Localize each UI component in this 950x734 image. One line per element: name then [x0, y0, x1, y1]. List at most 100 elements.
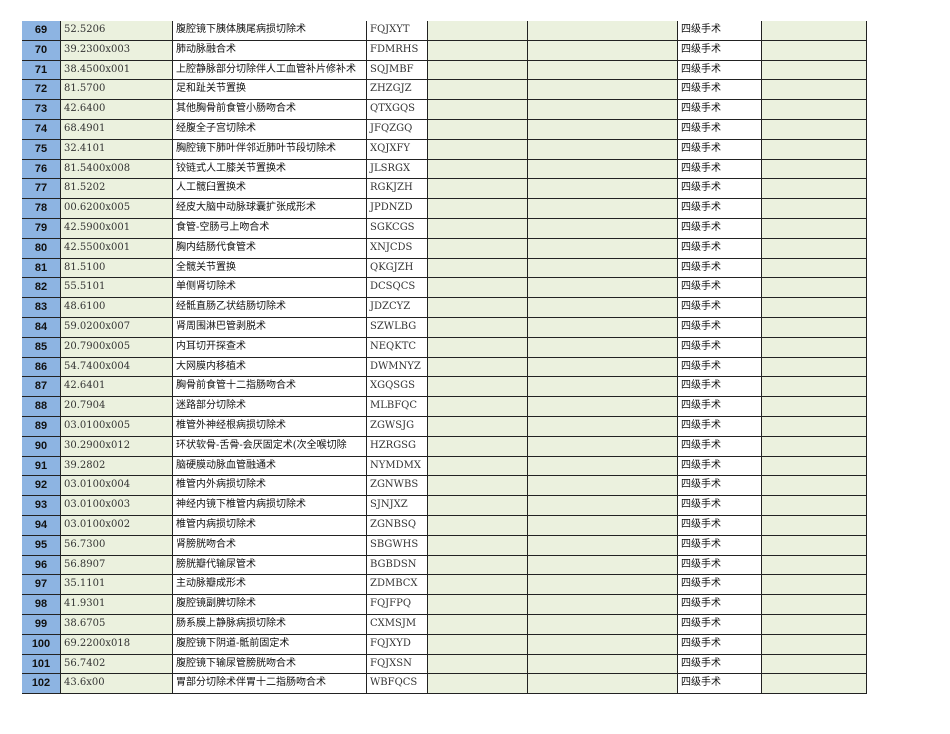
- empty-cell: [428, 159, 528, 180]
- empty-cell: [428, 238, 528, 259]
- surgery-grade: 四级手术: [678, 674, 762, 695]
- empty-cell: [762, 80, 867, 101]
- empty-cell: [528, 496, 678, 516]
- empty-cell: [528, 674, 678, 695]
- empty-cell: [762, 634, 867, 655]
- empty-cell: [428, 456, 528, 477]
- procedure-name: 食管-空肠弓上吻合术: [173, 219, 367, 239]
- procedure-code: 56.7300: [61, 535, 173, 556]
- row-number: 101: [22, 654, 61, 675]
- procedure-name: 胸骨前食管十二指肠吻合术: [173, 377, 367, 398]
- procedure-code: 41.9301: [61, 595, 173, 615]
- empty-cell: [528, 654, 678, 675]
- procedure-code: 81.5100: [61, 258, 173, 279]
- pinyin-code: FQJXYD: [367, 634, 428, 655]
- surgery-grade: 四级手术: [678, 516, 762, 536]
- empty-cell: [428, 634, 528, 655]
- procedure-code: 81.5700: [61, 80, 173, 101]
- row-number: 84: [22, 318, 61, 338]
- row-number: 102: [22, 674, 61, 695]
- procedure-code: 39.2802: [61, 456, 173, 477]
- procedure-name: 胸内结肠代食管术: [173, 238, 367, 259]
- procedure-code: 69.2200x018: [61, 634, 173, 655]
- row-number: 76: [22, 159, 61, 180]
- procedure-name: 肺动脉融合术: [173, 40, 367, 61]
- pinyin-code: ZHZGJZ: [367, 80, 428, 101]
- row-number: 72: [22, 80, 61, 101]
- surgery-grade: 四级手术: [678, 100, 762, 120]
- procedure-code: 03.0100x003: [61, 496, 173, 516]
- procedure-name: 椎管内外病损切除术: [173, 476, 367, 497]
- empty-cell: [762, 417, 867, 437]
- empty-cell: [762, 397, 867, 417]
- surgery-grade: 四级手术: [678, 615, 762, 635]
- empty-cell: [762, 476, 867, 497]
- empty-cell: [762, 139, 867, 160]
- procedure-name: 肾周围淋巴管剥脱术: [173, 318, 367, 338]
- empty-cell: [428, 535, 528, 556]
- procedure-name: 足和趾关节置换: [173, 80, 367, 101]
- row-number: 86: [22, 357, 61, 378]
- pinyin-code: SGKCGS: [367, 219, 428, 239]
- procedure-code: 56.7402: [61, 654, 173, 675]
- empty-cell: [528, 516, 678, 536]
- surgery-grade: 四级手术: [678, 179, 762, 200]
- empty-cell: [528, 40, 678, 61]
- surgery-grade: 四级手术: [678, 120, 762, 140]
- empty-cell: [528, 615, 678, 635]
- empty-cell: [528, 595, 678, 615]
- procedure-code: 20.7900x005: [61, 337, 173, 358]
- empty-cell: [528, 337, 678, 358]
- row-number: 88: [22, 397, 61, 417]
- empty-cell: [428, 615, 528, 635]
- procedure-name: 腹腔镜下胰体胰尾病损切除术: [173, 21, 367, 41]
- empty-cell: [428, 496, 528, 516]
- row-number: 96: [22, 555, 61, 576]
- procedure-code: 35.1101: [61, 575, 173, 596]
- empty-cell: [428, 80, 528, 101]
- procedure-code: 32.4101: [61, 139, 173, 160]
- row-number: 91: [22, 456, 61, 477]
- surgery-grade: 四级手术: [678, 238, 762, 259]
- surgery-grade: 四级手术: [678, 139, 762, 160]
- procedure-code: 54.7400x004: [61, 357, 173, 378]
- row-number: 92: [22, 476, 61, 497]
- pinyin-code: JLSRGX: [367, 159, 428, 180]
- procedure-name: 人工髋臼置换术: [173, 179, 367, 200]
- empty-cell: [528, 397, 678, 417]
- surgery-grade: 四级手术: [678, 258, 762, 279]
- row-number: 69: [22, 21, 61, 41]
- row-number: 77: [22, 179, 61, 200]
- procedure-name: 椎管内病损切除术: [173, 516, 367, 536]
- pinyin-code: ZGNWBS: [367, 476, 428, 497]
- pinyin-code: SZWLBG: [367, 318, 428, 338]
- empty-cell: [762, 357, 867, 378]
- pinyin-code: JDZCYZ: [367, 298, 428, 318]
- procedure-name: 肠系膜上静脉病损切除术: [173, 615, 367, 635]
- surgery-grade: 四级手术: [678, 337, 762, 358]
- empty-cell: [528, 456, 678, 477]
- empty-cell: [528, 318, 678, 338]
- pinyin-code: BGBDSN: [367, 555, 428, 576]
- surgery-grade: 四级手术: [678, 397, 762, 417]
- empty-cell: [528, 298, 678, 318]
- procedure-code: 03.0100x002: [61, 516, 173, 536]
- surgery-grade: 四级手术: [678, 417, 762, 437]
- row-number: 95: [22, 535, 61, 556]
- empty-cell: [762, 436, 867, 457]
- empty-cell: [428, 298, 528, 318]
- empty-cell: [428, 278, 528, 299]
- empty-cell: [762, 219, 867, 239]
- surgery-grade: 四级手术: [678, 634, 762, 655]
- row-number: 94: [22, 516, 61, 536]
- procedure-code: 30.2900x012: [61, 436, 173, 457]
- empty-cell: [528, 357, 678, 378]
- empty-cell: [528, 377, 678, 398]
- empty-cell: [762, 298, 867, 318]
- empty-cell: [762, 318, 867, 338]
- procedure-name: 椎管外神经根病损切除术: [173, 417, 367, 437]
- empty-cell: [528, 238, 678, 259]
- empty-cell: [428, 179, 528, 200]
- empty-cell: [528, 555, 678, 576]
- pinyin-code: NEQKTC: [367, 337, 428, 358]
